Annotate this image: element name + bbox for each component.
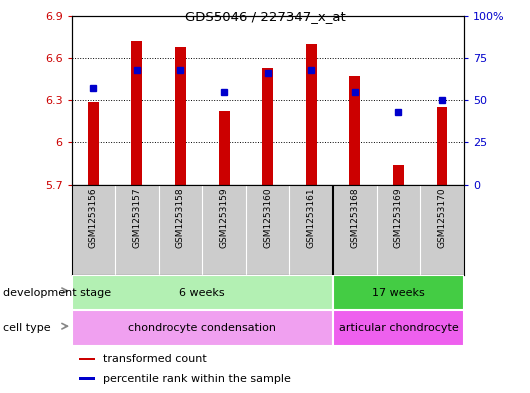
Bar xyxy=(175,47,186,185)
Text: GSM1253170: GSM1253170 xyxy=(437,187,446,248)
Bar xyxy=(218,112,229,185)
Text: transformed count: transformed count xyxy=(103,354,207,364)
Text: chondrocyte condensation: chondrocyte condensation xyxy=(128,323,276,333)
Bar xyxy=(80,377,95,380)
Bar xyxy=(88,102,99,185)
Text: GSM1253159: GSM1253159 xyxy=(219,187,228,248)
Text: GSM1253156: GSM1253156 xyxy=(89,187,98,248)
Bar xyxy=(131,41,143,185)
Bar xyxy=(72,275,333,310)
Text: articular chondrocyte: articular chondrocyte xyxy=(339,323,458,333)
Bar xyxy=(333,275,464,310)
Bar xyxy=(333,310,464,346)
Text: GSM1253160: GSM1253160 xyxy=(263,187,272,248)
Text: GSM1253169: GSM1253169 xyxy=(394,187,403,248)
Bar xyxy=(349,76,360,185)
Bar xyxy=(72,310,333,346)
Bar xyxy=(437,107,447,185)
Text: GSM1253158: GSM1253158 xyxy=(176,187,185,248)
Text: 6 weeks: 6 weeks xyxy=(180,288,225,298)
Bar xyxy=(306,44,317,185)
Text: GSM1253168: GSM1253168 xyxy=(350,187,359,248)
Text: development stage: development stage xyxy=(3,288,111,298)
Text: GSM1253161: GSM1253161 xyxy=(307,187,316,248)
Text: cell type: cell type xyxy=(3,323,50,333)
Bar xyxy=(80,358,95,360)
Bar xyxy=(262,68,273,185)
Bar xyxy=(393,165,404,185)
Text: GSM1253157: GSM1253157 xyxy=(132,187,142,248)
Text: GDS5046 / 227347_x_at: GDS5046 / 227347_x_at xyxy=(184,10,346,23)
Text: percentile rank within the sample: percentile rank within the sample xyxy=(103,374,291,384)
Text: 17 weeks: 17 weeks xyxy=(372,288,425,298)
